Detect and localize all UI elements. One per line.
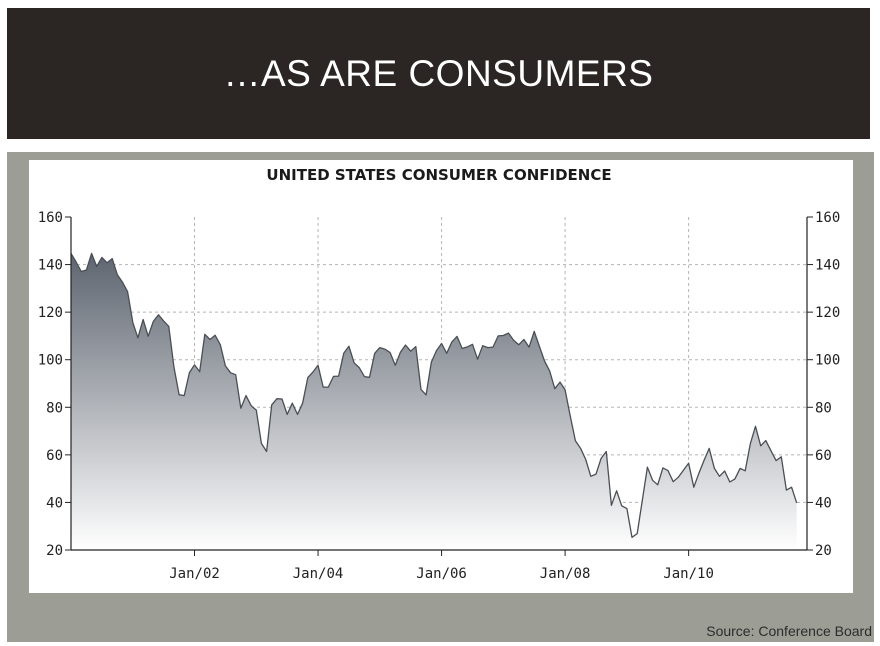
series-area xyxy=(71,253,797,550)
plot-area xyxy=(70,252,798,550)
chart-card: UNITED STATES CONSUMER CONFIDENCE 20 20 40… xyxy=(29,160,853,593)
x-tick-label: Jan/08 xyxy=(540,566,591,582)
consumer-confidence-chart: UNITED STATES CONSUMER CONFIDENCE 20 20 40… xyxy=(38,166,841,582)
y-tick-label-right: 100 xyxy=(815,353,840,369)
y-tick-label-left: 100 xyxy=(38,353,63,369)
title-banner: …AS ARE CONSUMERS xyxy=(7,8,870,139)
y-tick-label-right: 40 xyxy=(815,495,832,511)
y-tick-label-left: 160 xyxy=(38,210,63,226)
chart-title: UNITED STATES CONSUMER CONFIDENCE xyxy=(266,166,611,184)
x-tick-label: Jan/04 xyxy=(293,566,344,582)
slide-title: …AS ARE CONSUMERS xyxy=(223,52,654,94)
x-tick-label: Jan/10 xyxy=(663,566,714,582)
y-tick-label-left: 140 xyxy=(38,258,63,274)
y-tick-label-right: 20 xyxy=(815,543,832,559)
y-tick-label-right: 60 xyxy=(815,448,832,464)
y-tick-label-right: 120 xyxy=(815,305,840,321)
source-note: Source: Conference Board xyxy=(706,623,872,639)
y-tick-label-left: 60 xyxy=(46,448,63,464)
y-tick-label-left: 80 xyxy=(46,400,63,416)
y-tick-label-right: 140 xyxy=(815,258,840,274)
y-tick-label-left: 40 xyxy=(46,495,63,511)
y-tick-label-right: 160 xyxy=(815,210,840,226)
y-tick-label-left: 120 xyxy=(38,305,63,321)
y-tick-label-left: 20 xyxy=(46,543,63,559)
x-tick-label: Jan/02 xyxy=(169,566,220,582)
y-tick-label-right: 80 xyxy=(815,400,832,416)
series-line xyxy=(70,252,798,539)
x-tick-label: Jan/06 xyxy=(416,566,467,582)
axes: 20 20 40 40 60 60 80 80 100 100 120 120 140 140 160 160… xyxy=(38,210,841,582)
